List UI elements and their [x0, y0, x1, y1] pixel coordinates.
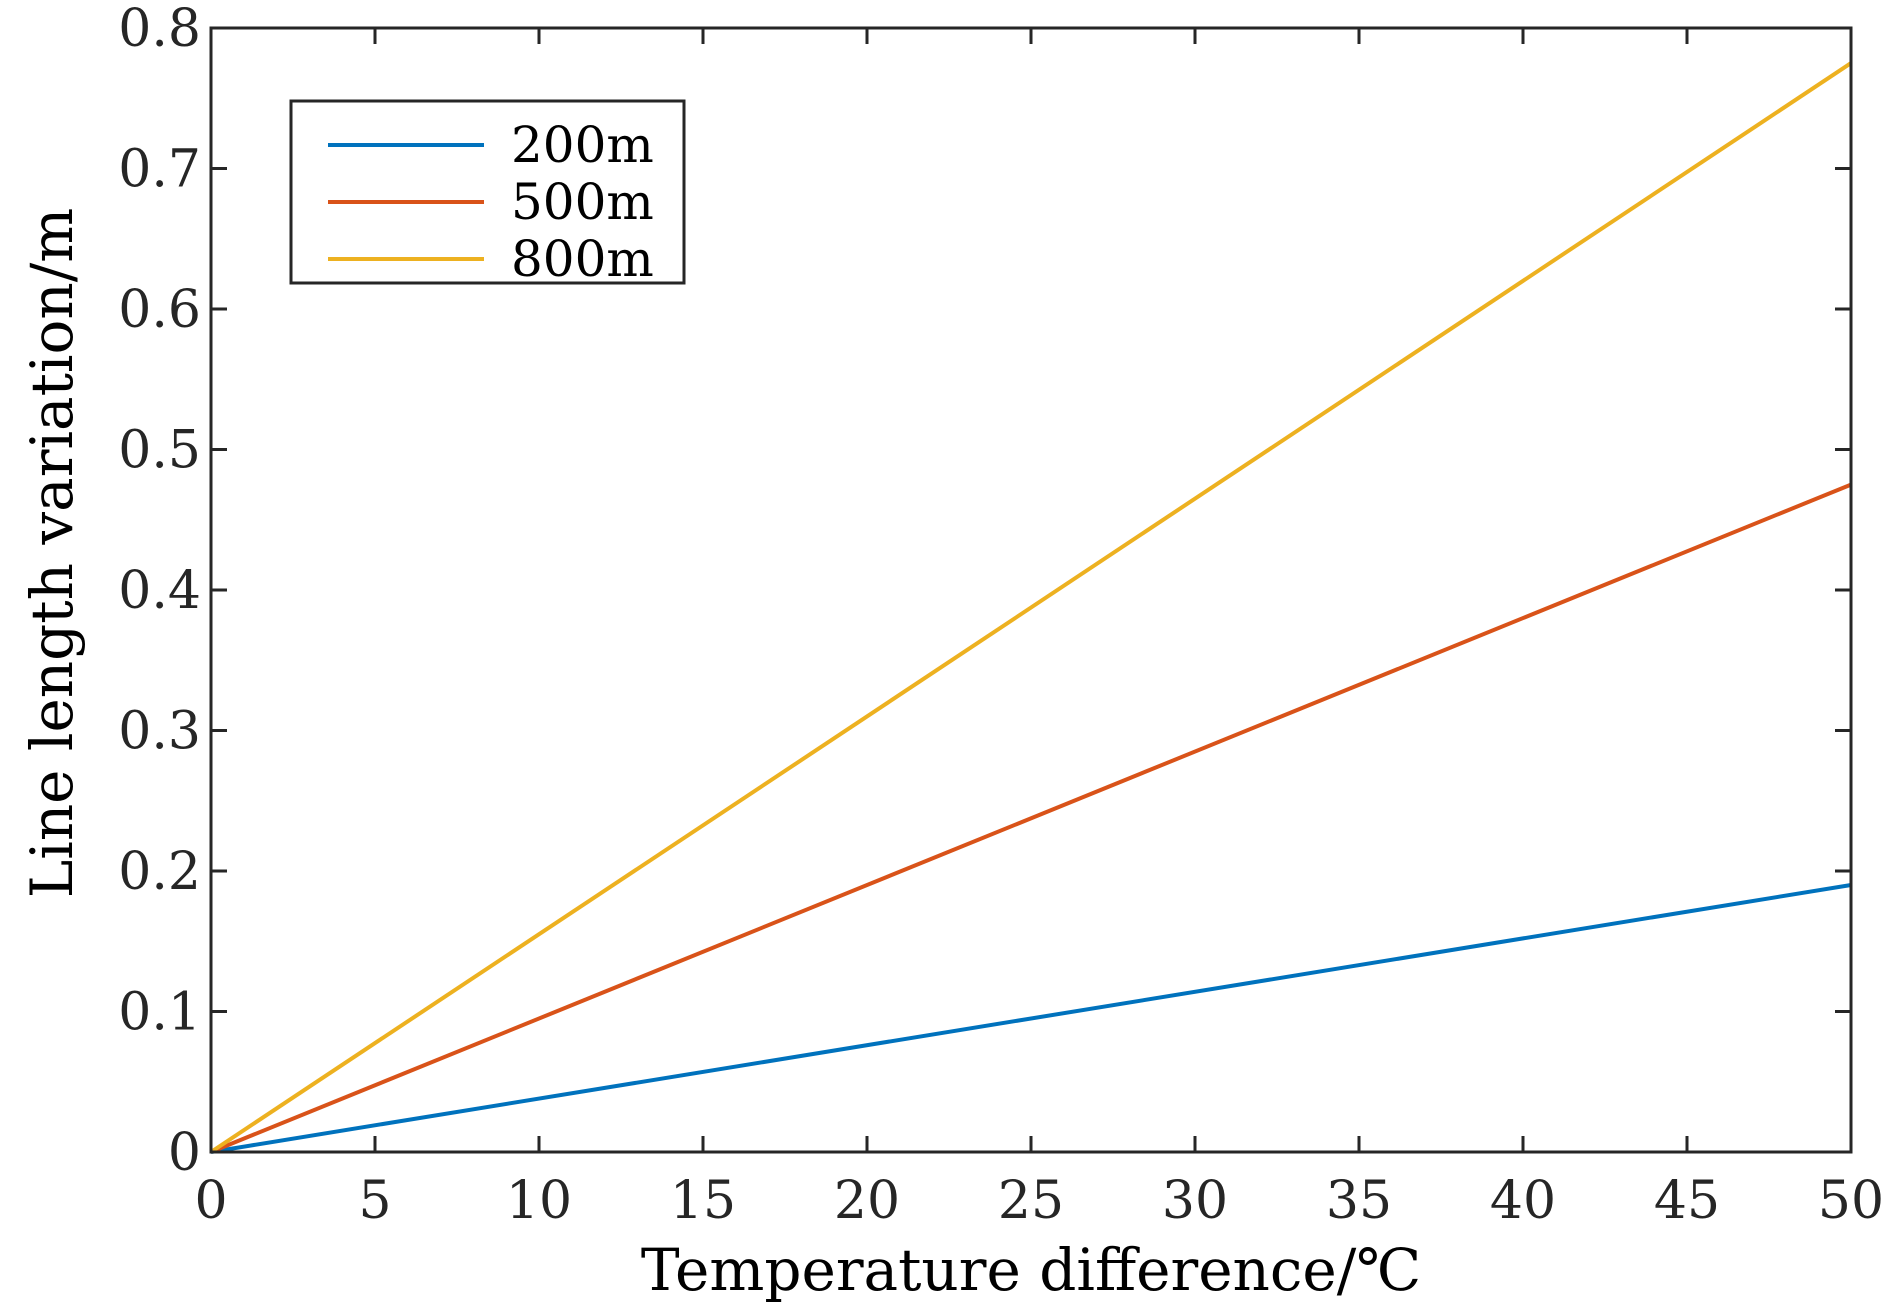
- legend-label-500m: 500m: [511, 173, 654, 231]
- x-tick-label: 25: [998, 1171, 1064, 1231]
- y-tick-label: 0.3: [118, 702, 201, 762]
- y-tick-label: 0.6: [118, 280, 201, 340]
- y-tick-label: 0.5: [118, 421, 201, 481]
- x-tick-label: 15: [670, 1171, 736, 1231]
- y-tick-label: 0.7: [118, 140, 201, 200]
- x-tick-label: 40: [1490, 1171, 1556, 1231]
- legend-label-800m: 800m: [511, 230, 654, 288]
- series-line-200m: [210, 883, 1852, 1154]
- series-line-500m: [210, 482, 1852, 1154]
- y-tick-label: 0.1: [118, 983, 201, 1043]
- x-tick-label: 20: [834, 1171, 900, 1231]
- x-tick-label: 35: [1326, 1171, 1392, 1231]
- y-tick-label: 0.8: [118, 0, 201, 59]
- x-tick-label: 30: [1162, 1171, 1228, 1231]
- series-line-800m: [209, 61, 1853, 1154]
- ticks-layer: 0 5 10 15 20 25 30 35 40 45 50 0 0.1 0.2 0.3 0.4 0.5 0.6 0…: [118, 0, 1884, 1231]
- legend-label-200m: 200m: [511, 116, 654, 174]
- x-tick-label: 45: [1654, 1171, 1720, 1231]
- y-tick-label: 0.2: [118, 842, 201, 902]
- x-tick-label: 0: [194, 1171, 227, 1231]
- x-axis-title: Temperature difference/℃: [641, 1236, 1421, 1304]
- x-tick-label: 10: [506, 1171, 572, 1231]
- series-layer: [209, 61, 1853, 1154]
- y-tick-label: 0: [168, 1123, 201, 1183]
- legend-box: [289, 99, 686, 285]
- y-axis-title: Line length variation/m: [18, 208, 86, 899]
- x-tick-label: 5: [358, 1171, 391, 1231]
- y-tick-label: 0.4: [118, 561, 201, 621]
- x-tick-label: 50: [1818, 1171, 1884, 1231]
